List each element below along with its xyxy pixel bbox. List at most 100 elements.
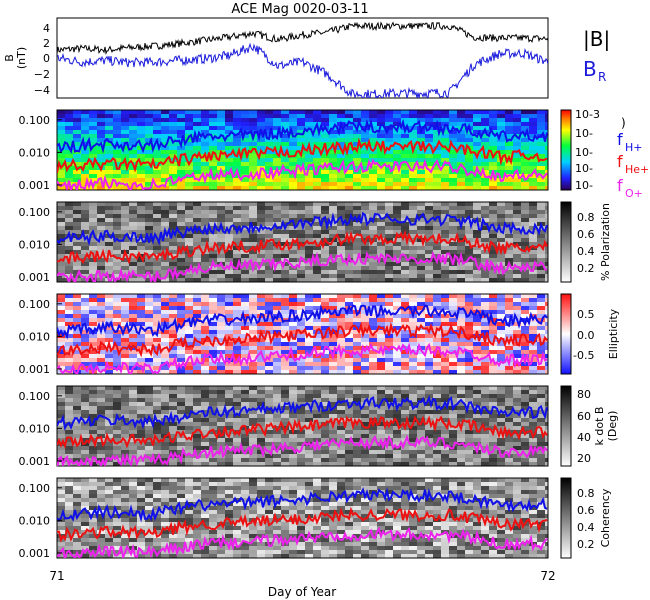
kdotb-heatmap-cell — [529, 442, 537, 446]
polarization-heatmap-cell — [217, 234, 225, 238]
ellipticity-heatmap-cell — [289, 370, 297, 374]
ellipticity-heatmap-cell — [425, 334, 433, 338]
polarization-heatmap-cell — [529, 202, 537, 206]
polarization-heatmap-cell — [297, 278, 305, 282]
ellipticity-heatmap-cell — [329, 326, 337, 330]
ellipticity-heatmap-cell — [481, 350, 489, 354]
kdotb-heatmap-cell — [305, 458, 313, 462]
ellipticity-heatmap-cell — [305, 334, 313, 338]
polarization-heatmap-cell — [289, 234, 297, 238]
polarization-heatmap-cell — [273, 218, 281, 222]
polarization-heatmap-cell — [361, 278, 369, 282]
kdotb-heatmap-cell — [377, 398, 385, 402]
kdotb-heatmap-cell — [409, 410, 417, 414]
ellipticity-heatmap-cell — [457, 302, 465, 306]
ellipticity-heatmap-cell — [73, 306, 81, 310]
spectrum-heatmap-cell — [345, 110, 353, 114]
kdotb-heatmap-cell — [241, 414, 249, 418]
ellipticity-heatmap-cell — [201, 326, 209, 330]
kdotb-heatmap-cell — [481, 462, 489, 466]
kdotb-heatmap-cell — [233, 450, 241, 454]
ellipticity-heatmap-cell — [433, 350, 441, 354]
ellipticity-heatmap-cell — [257, 342, 265, 346]
spectrum-heatmap-cell — [345, 138, 353, 142]
polarization-heatmap-cell — [289, 206, 297, 210]
spectrum-heatmap-cell — [57, 174, 65, 178]
kdotb-heatmap-cell — [369, 402, 377, 406]
ellipticity-heatmap-cell — [177, 330, 185, 334]
ellipticity-panel-frame — [56, 293, 549, 375]
polarization-heatmap-cell — [441, 270, 449, 274]
kdotb-heatmap-cell — [177, 394, 185, 398]
kdotb-heatmap-cell — [481, 446, 489, 450]
spectrum-heatmap-cell — [489, 146, 497, 150]
polarization-heatmap-cell — [281, 210, 289, 214]
ellipticity-heatmap-cell — [481, 298, 489, 302]
polarization-heatmap-cell — [529, 250, 537, 254]
spectrum-heatmap-cell — [297, 142, 305, 146]
spectrum-heatmap-cell — [241, 118, 249, 122]
kdotb-heatmap-cell — [129, 462, 137, 466]
polarization-heatmap-cell — [153, 206, 161, 210]
spectrum-heatmap-cell — [289, 118, 297, 122]
polarization-heatmap-cell — [217, 258, 225, 262]
polarization-heatmap-cell — [417, 250, 425, 254]
ellipticity-heatmap-cell — [449, 322, 457, 326]
spectrum-heatmap-cell — [505, 146, 513, 150]
kdotb-heatmap-cell — [345, 462, 353, 466]
spectrum-heatmap-cell — [129, 134, 137, 138]
spectrum-heatmap-cell — [249, 110, 257, 114]
kdotb-heatmap-cell — [481, 422, 489, 426]
kdotb-heatmap-cell — [305, 454, 313, 458]
polarization-heatmap-cell — [425, 262, 433, 266]
spectrum-heatmap-cell — [521, 174, 529, 178]
spectrum-heatmap-cell — [257, 126, 265, 130]
polarization-heatmap-cell — [537, 266, 545, 270]
spectrum-heatmap-cell — [393, 186, 401, 190]
ellipticity-heatmap-cell — [345, 354, 353, 358]
kdotb-heatmap-cell — [65, 418, 73, 422]
kdotb-heatmap-cell — [313, 454, 321, 458]
spectrum-heatmap-cell — [457, 166, 465, 170]
kdotb-heatmap-cell — [425, 446, 433, 450]
ellipticity-heatmap-cell — [73, 354, 81, 358]
spectrum-heatmap-cell — [121, 150, 129, 154]
spectrum-heatmap-cell — [377, 114, 385, 118]
polarization-heatmap-cell — [97, 238, 105, 242]
polarization-heatmap-cell — [233, 202, 241, 206]
kdotb-heatmap-cell — [497, 442, 505, 446]
spectrum-heatmap-cell — [529, 182, 537, 186]
ellipticity-heatmap-cell — [545, 366, 548, 370]
polarization-heatmap-cell — [225, 214, 233, 218]
kdotb-heatmap-cell — [281, 398, 289, 402]
ellipticity-heatmap-cell — [465, 358, 473, 362]
spectrum-heatmap-cell — [265, 166, 273, 170]
spectrum-heatmap-cell — [225, 158, 233, 162]
spectrum-heatmap-cell — [297, 110, 305, 114]
kdotb-heatmap-cell — [393, 458, 401, 462]
polarization-heatmap-cell — [249, 242, 257, 246]
kdotb-heatmap-cell — [529, 438, 537, 442]
spectrum-heatmap-cell — [313, 114, 321, 118]
spectrum-heatmap-cell — [57, 114, 65, 118]
polarization-heatmap-cell — [241, 278, 249, 282]
ellipticity-heatmap-cell — [169, 314, 177, 318]
spectrum-heatmap-cell — [401, 158, 409, 162]
ellipticity-heatmap-cell — [121, 302, 129, 306]
kdotb-heatmap-cell — [489, 414, 497, 418]
kdotb-heatmap-cell — [129, 414, 137, 418]
polarization-heatmap-cell — [513, 238, 521, 242]
polarization-heatmap-cell — [297, 246, 305, 250]
polarization-heatmap-cell — [153, 230, 161, 234]
polarization-heatmap-cell — [529, 274, 537, 278]
ellipticity-heatmap-cell — [129, 318, 137, 322]
ellipticity-heatmap-cell — [337, 370, 345, 374]
kdotb-heatmap-cell — [409, 430, 417, 434]
ellipticity-heatmap-cell — [97, 298, 105, 302]
polarization-heatmap-cell — [401, 266, 409, 270]
polarization-heatmap-cell — [57, 226, 65, 230]
kdotb-heatmap-cell — [129, 446, 137, 450]
ellipticity-heatmap-cell — [113, 314, 121, 318]
ellipticity-heatmap-cell — [153, 338, 161, 342]
spectrum-heatmap-cell — [545, 118, 548, 122]
